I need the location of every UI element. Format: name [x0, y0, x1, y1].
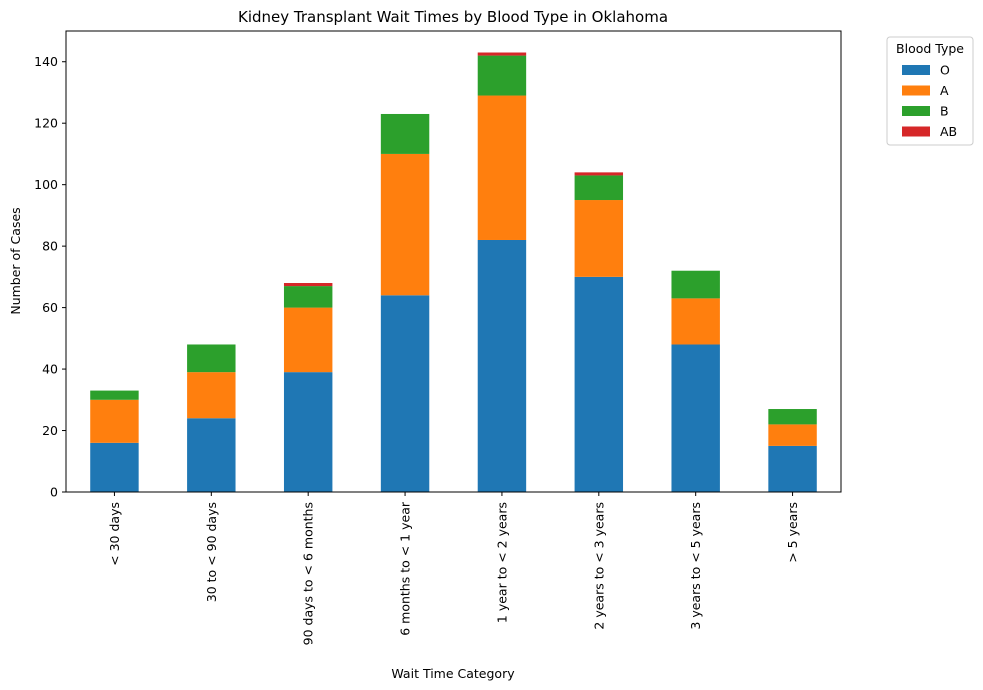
bar-segment-b-3 [380, 113, 430, 154]
bar-segment-o-2 [283, 372, 333, 492]
bar-segment-o-5 [574, 276, 624, 492]
bar-segment-a-5 [574, 200, 624, 277]
y-tick-label: 0 [50, 485, 58, 500]
y-tick-label: 40 [42, 362, 58, 377]
legend-swatch-a [902, 85, 930, 96]
bar-segment-ab-5 [574, 172, 624, 176]
bar-segment-o-1 [187, 418, 236, 492]
bar-segment-a-1 [187, 372, 236, 419]
y-tick-label: 60 [42, 300, 58, 315]
legend-label-b: B [940, 104, 949, 119]
legend-title: Blood Type [896, 41, 964, 56]
bar-segment-b-2 [283, 286, 333, 308]
bar-segment-ab-2 [283, 283, 333, 287]
bars-group [90, 52, 817, 492]
bar-segment-o-3 [380, 295, 430, 492]
bar-segment-o-0 [90, 442, 139, 492]
x-tick-label: 1 year to < 2 years [494, 502, 509, 623]
y-axis-ticks: 0 20 40 60 80 100 120 140 [34, 54, 66, 500]
bar-segment-a-0 [90, 399, 139, 443]
y-tick-label: 120 [34, 116, 58, 131]
legend-label-o: O [940, 63, 950, 78]
bar-segment-b-4 [477, 55, 527, 96]
legend-label-ab: AB [940, 124, 957, 139]
x-axis-ticks: < 30 days 30 to < 90 days 90 days to < 6 m… [107, 492, 800, 645]
legend-label-a: A [940, 83, 949, 98]
bar-segment-b-1 [187, 344, 236, 373]
y-tick-label: 20 [42, 423, 58, 438]
bar-segment-ab-4 [477, 52, 527, 56]
x-tick-label: < 30 days [107, 502, 122, 566]
bar-segment-b-0 [90, 390, 139, 400]
x-tick-label: 6 months to < 1 year [398, 501, 413, 636]
x-tick-label: 30 to < 90 days [204, 502, 219, 602]
bar-segment-o-4 [477, 239, 527, 492]
chart-title: Kidney Transplant Wait Times by Blood Ty… [238, 8, 668, 26]
legend-swatch-o [902, 65, 930, 75]
y-tick-label: 140 [34, 54, 58, 69]
bar-segment-b-7 [768, 409, 817, 425]
x-tick-label: 3 years to < 5 years [688, 502, 703, 630]
bar-segment-o-7 [768, 445, 817, 492]
bar-segment-a-4 [477, 95, 527, 240]
bar-segment-a-6 [671, 298, 720, 345]
legend-swatch-b [902, 106, 930, 116]
x-tick-label: 2 years to < 3 years [591, 502, 606, 630]
x-axis-label: Wait Time Category [391, 666, 515, 681]
bar-segment-a-3 [380, 153, 430, 296]
plot-area-frame [65, 30, 842, 493]
y-tick-label: 80 [42, 239, 58, 254]
x-tick-label: > 5 years [785, 502, 800, 563]
legend-swatch-ab [902, 126, 930, 137]
x-tick-label: 90 days to < 6 months [301, 502, 316, 645]
bar-segment-o-6 [671, 344, 720, 492]
bar-segment-b-6 [671, 270, 720, 299]
y-tick-label: 100 [34, 177, 58, 192]
y-axis-label: Number of Cases [8, 207, 23, 314]
bar-segment-b-5 [574, 175, 624, 201]
bar-segment-a-2 [283, 307, 333, 373]
bar-segment-a-7 [768, 424, 817, 446]
